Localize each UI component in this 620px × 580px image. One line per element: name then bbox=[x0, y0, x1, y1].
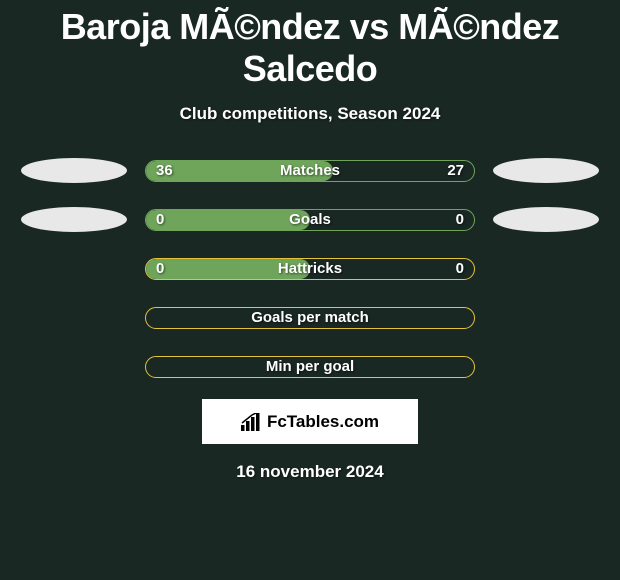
stat-rows: 36 Matches 27 0 Goals 0 0 Hattricks 0 Goals per m… bbox=[0, 158, 620, 379]
stat-row: 0 Hattricks 0 bbox=[0, 256, 620, 281]
stat-row: 36 Matches 27 bbox=[0, 158, 620, 183]
left-ellipse bbox=[21, 207, 127, 232]
page-title: Baroja MÃ©ndez vs MÃ©ndez Salcedo bbox=[0, 0, 620, 90]
stat-row: Goals per match bbox=[0, 305, 620, 330]
stat-bar: Min per goal bbox=[145, 356, 475, 378]
stat-row: 0 Goals 0 bbox=[0, 207, 620, 232]
stat-bar: 36 Matches 27 bbox=[145, 160, 475, 182]
stat-bar: 0 Goals 0 bbox=[145, 209, 475, 231]
right-value: 27 bbox=[447, 162, 464, 179]
stat-label: Hattricks bbox=[278, 260, 342, 277]
brand-box: FcTables.com bbox=[202, 399, 418, 444]
stat-label: Goals bbox=[289, 211, 331, 228]
stat-row: Min per goal bbox=[0, 354, 620, 379]
right-value: 0 bbox=[456, 211, 464, 228]
right-ellipse bbox=[493, 207, 599, 232]
left-value: 0 bbox=[156, 260, 164, 277]
bar-fill bbox=[146, 210, 310, 230]
brand-chart-icon bbox=[241, 413, 263, 431]
brand-text: FcTables.com bbox=[267, 412, 379, 432]
left-value: 36 bbox=[156, 162, 173, 179]
stat-label: Goals per match bbox=[251, 309, 369, 326]
footer-date: 16 november 2024 bbox=[0, 462, 620, 482]
stat-label: Min per goal bbox=[266, 358, 354, 375]
subtitle: Club competitions, Season 2024 bbox=[0, 104, 620, 124]
left-value: 0 bbox=[156, 211, 164, 228]
right-ellipse bbox=[493, 158, 599, 183]
stat-bar: Goals per match bbox=[145, 307, 475, 329]
right-value: 0 bbox=[456, 260, 464, 277]
stat-label: Matches bbox=[280, 162, 340, 179]
stat-bar: 0 Hattricks 0 bbox=[145, 258, 475, 280]
left-ellipse bbox=[21, 158, 127, 183]
